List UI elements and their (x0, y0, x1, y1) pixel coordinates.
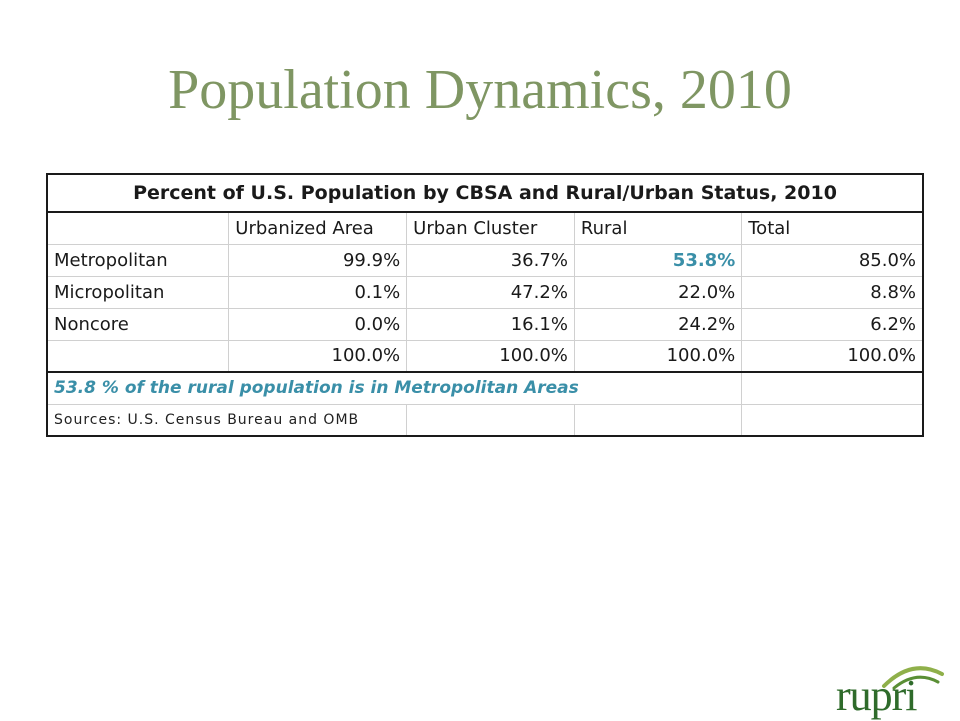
row-label: Micropolitan (47, 276, 230, 309)
table-cell: 16.1% (406, 308, 575, 341)
table-cell: 100.0% (741, 340, 923, 373)
header-cell (47, 212, 230, 245)
table-row: Noncore 0.0% 16.1% 24.2% 6.2% (47, 308, 923, 341)
table-cell (741, 371, 923, 405)
table-caption: Percent of U.S. Population by CBSA and R… (47, 174, 923, 213)
source-row: Sources: U.S. Census Bureau and OMB (47, 404, 923, 437)
table-row: 100.0% 100.0% 100.0% 100.0% (47, 340, 923, 373)
table-source: Sources: U.S. Census Bureau and OMB (47, 404, 408, 437)
table-cell: 24.2% (574, 308, 743, 341)
logo-wordmark: rupri (836, 671, 918, 720)
page-title: Population Dynamics, 2010 (168, 59, 792, 121)
header-cell: Total (741, 212, 923, 245)
table-row: Micropolitan 0.1% 47.2% 22.0% 8.8% (47, 276, 923, 309)
table-cell: 0.0% (228, 308, 408, 341)
table-cell: 0.1% (228, 276, 408, 309)
table-cell: 22.0% (574, 276, 743, 309)
population-table: Percent of U.S. Population by CBSA and R… (46, 173, 924, 437)
table-row: Metropolitan 99.9% 36.7% 53.8% 85.0% (47, 244, 923, 277)
header-cell: Urbanized Area (228, 212, 408, 245)
table-cell: 47.2% (406, 276, 575, 309)
table-cell (574, 404, 743, 437)
rupri-logo: rupri (836, 664, 946, 720)
table-cell: 85.0% (741, 244, 923, 277)
note-row: 53.8 % of the rural population is in Met… (47, 371, 923, 405)
table-cell: 100.0% (574, 340, 743, 373)
row-label: Noncore (47, 308, 230, 341)
table-cell: 36.7% (406, 244, 575, 277)
row-label: Metropolitan (47, 244, 230, 277)
table-title-row: Percent of U.S. Population by CBSA and R… (47, 174, 923, 213)
table-cell (406, 404, 575, 437)
row-label (47, 340, 230, 373)
table-cell: 6.2% (741, 308, 923, 341)
table-cell: 99.9% (228, 244, 408, 277)
table-cell: 8.8% (741, 276, 923, 309)
table-header-row: Urbanized Area Urban Cluster Rural Total (47, 212, 923, 245)
table-cell: 100.0% (228, 340, 408, 373)
header-cell: Urban Cluster (406, 212, 575, 245)
table-note: 53.8 % of the rural population is in Met… (47, 371, 743, 405)
header-cell: Rural (574, 212, 743, 245)
table-cell (741, 404, 923, 437)
table-cell: 100.0% (406, 340, 575, 373)
logo-arc-icon (882, 666, 944, 690)
highlighted-cell: 53.8% (574, 244, 743, 277)
